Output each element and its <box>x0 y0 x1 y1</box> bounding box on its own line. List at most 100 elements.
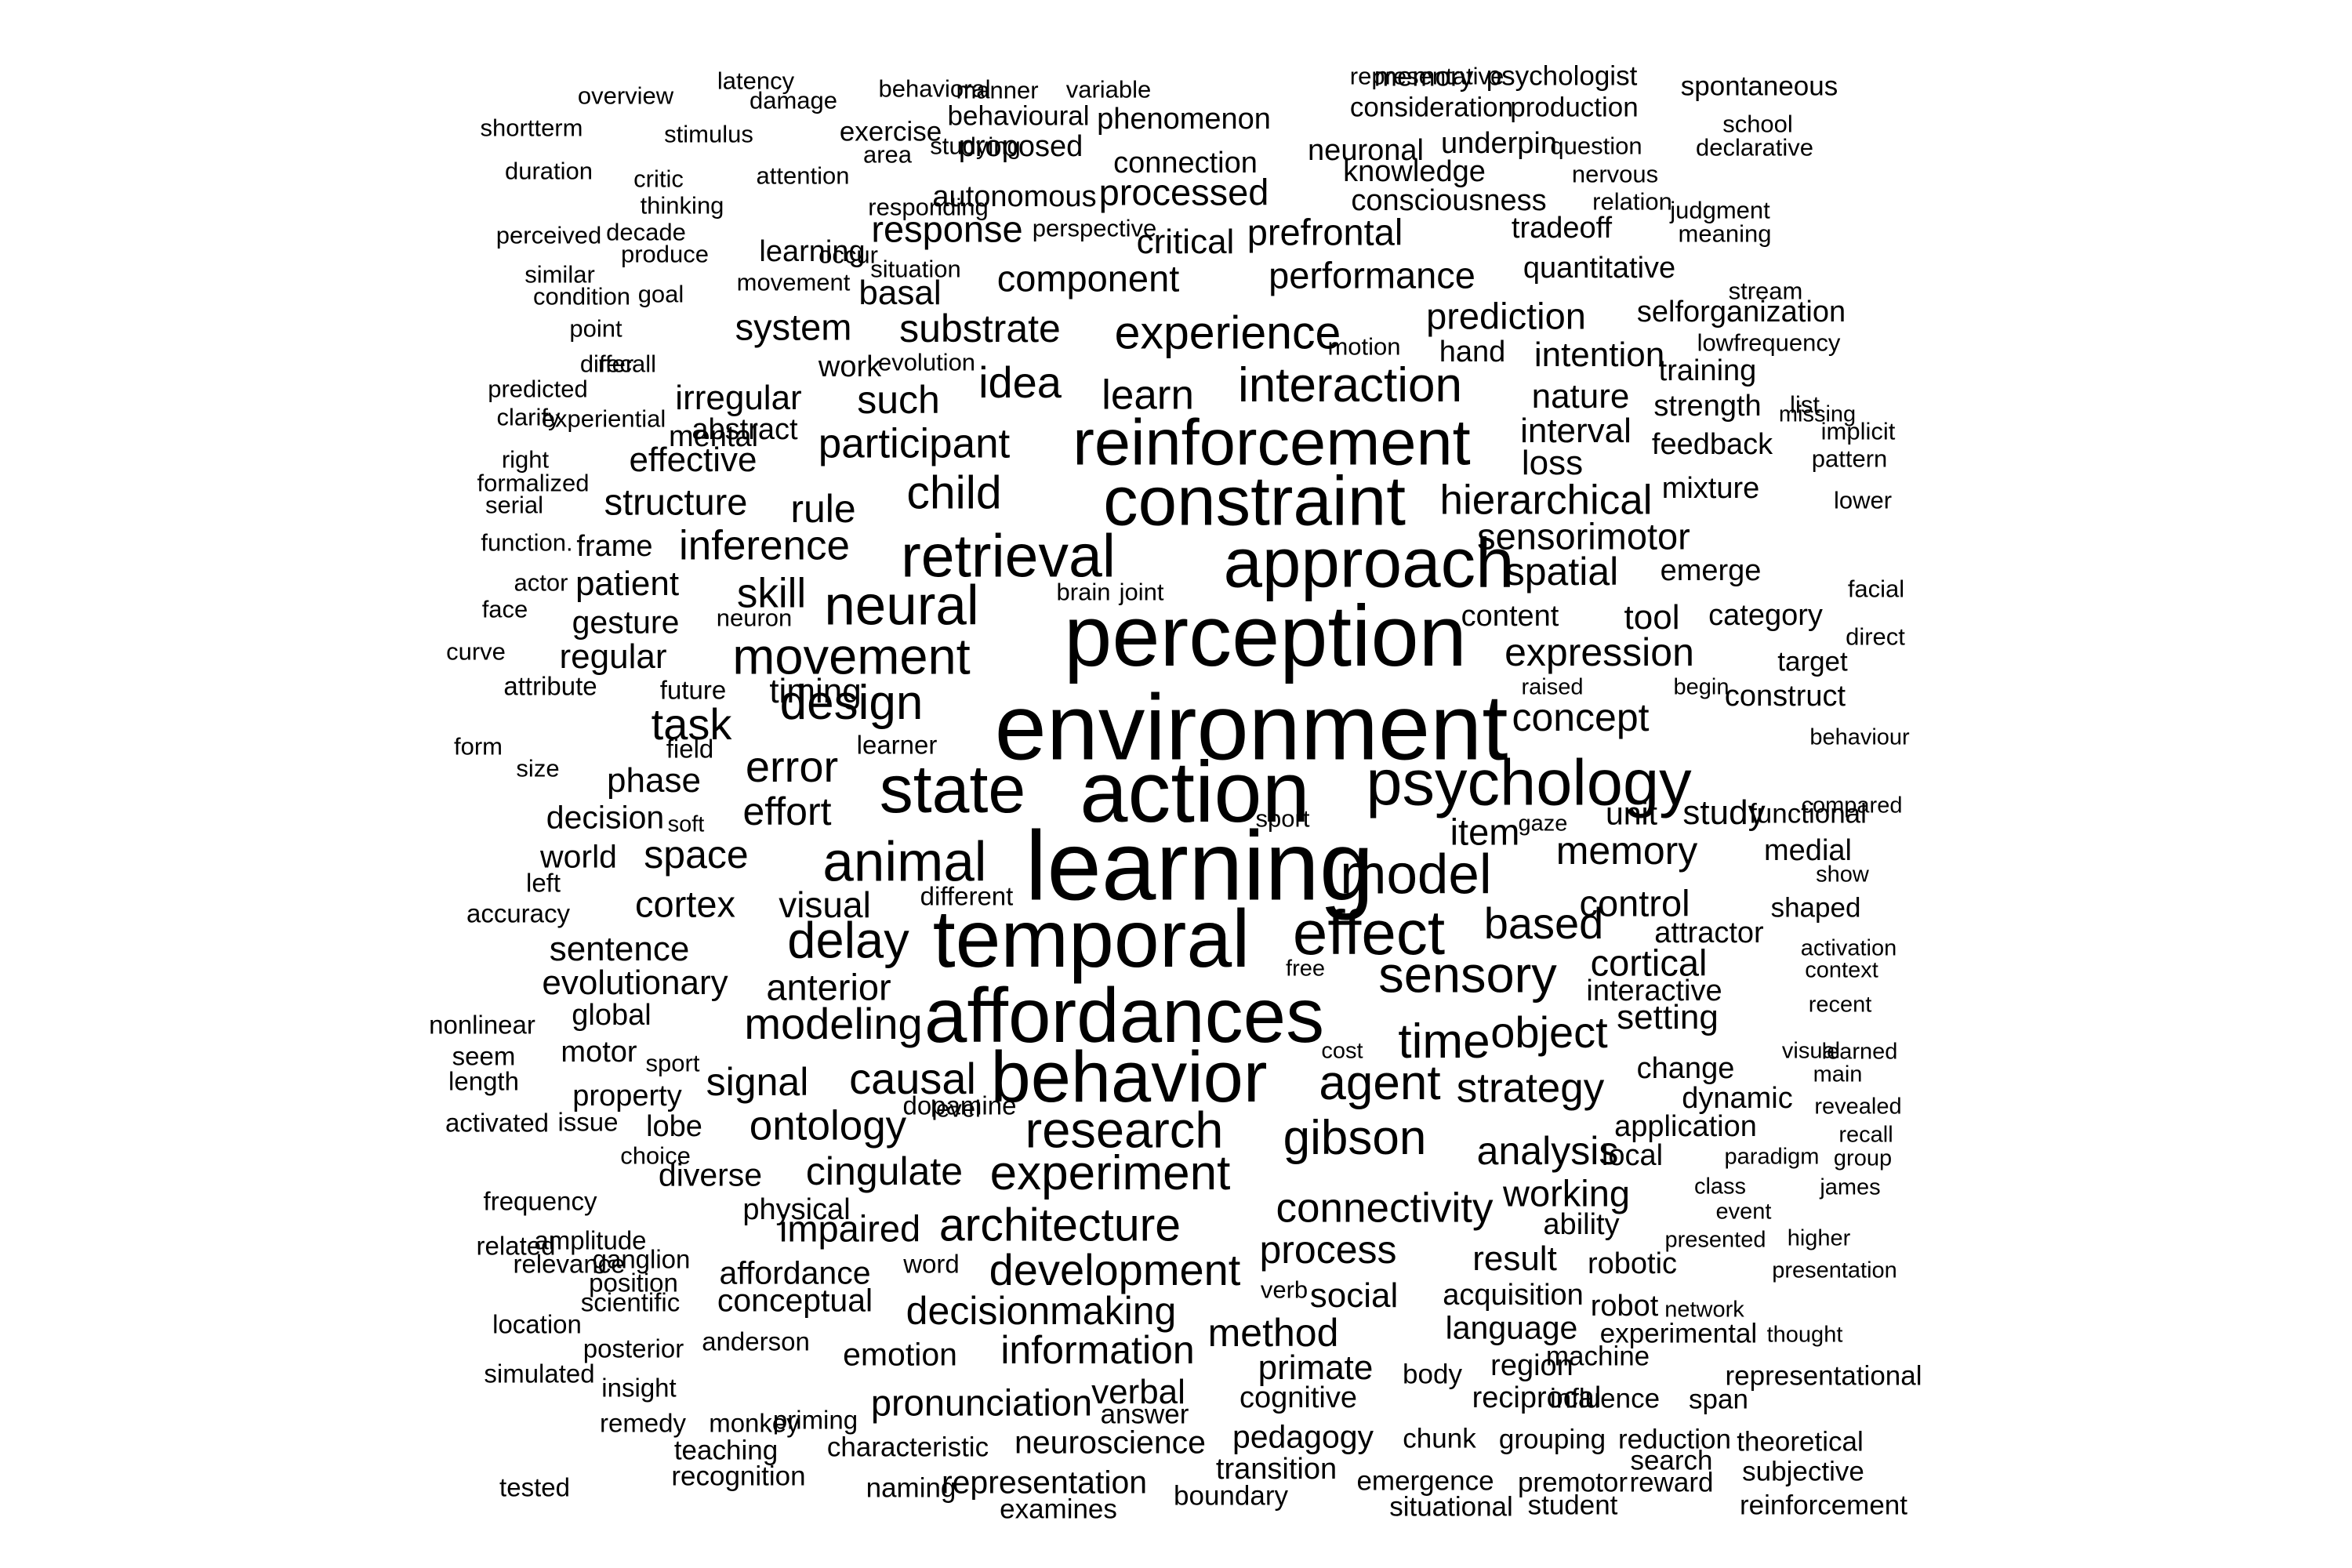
cloud-word: condition <box>532 282 631 310</box>
cloud-word: gibson <box>1283 1111 1427 1165</box>
cloud-word: naming <box>866 1472 956 1504</box>
cloud-word: cost <box>1321 1038 1363 1064</box>
cloud-word: chunk <box>1403 1423 1476 1454</box>
cloud-word: accuracy <box>466 898 571 928</box>
cloud-word: lobe <box>646 1110 702 1143</box>
cloud-word: experience <box>1114 307 1341 359</box>
cloud-word: transition <box>1215 1453 1338 1486</box>
cloud-word: cognitive <box>1240 1381 1357 1414</box>
cloud-word: space <box>644 833 749 877</box>
cloud-word: body <box>1403 1359 1462 1390</box>
cloud-word: verbal <box>1091 1373 1185 1411</box>
cloud-word: sensory <box>1378 946 1557 1004</box>
cloud-word: produce <box>620 240 710 268</box>
cloud-word: shaped <box>1770 892 1861 924</box>
cloud-word: situational <box>1389 1491 1513 1523</box>
cloud-word: abstract <box>691 413 798 446</box>
cloud-word: point <box>569 314 622 343</box>
cloud-word: james <box>1820 1174 1881 1200</box>
cloud-word: recall <box>1838 1122 1893 1148</box>
cloud-word: mixture <box>1661 472 1760 505</box>
cloud-word: acquisition <box>1443 1279 1584 1312</box>
cloud-word: nature <box>1531 377 1630 416</box>
cloud-word: learner <box>856 730 938 760</box>
cloud-word: component <box>996 257 1180 299</box>
cloud-word: quantitative <box>1523 252 1676 285</box>
cloud-word: robot <box>1590 1290 1659 1323</box>
cloud-word: relevance <box>513 1249 626 1279</box>
cloud-word: simulated <box>484 1359 595 1388</box>
cloud-word: interaction <box>1237 358 1463 412</box>
cloud-word: structure <box>604 481 748 523</box>
cloud-word: sport <box>645 1049 700 1077</box>
cloud-word: delay <box>787 911 909 969</box>
cloud-word: item <box>1450 811 1520 853</box>
cloud-word: behaviour <box>1809 724 1910 750</box>
cloud-word: scientific <box>580 1287 681 1317</box>
cloud-word: research <box>1025 1101 1224 1159</box>
cloud-word: decade <box>606 218 686 246</box>
cloud-word: size <box>516 754 560 782</box>
cloud-word: activated <box>445 1108 550 1138</box>
cloud-word: insight <box>601 1373 677 1403</box>
cloud-word: inference <box>678 522 851 569</box>
cloud-word: characteristic <box>826 1432 989 1463</box>
cloud-word: compared <box>1801 793 1903 818</box>
cloud-word: memory <box>1374 61 1474 93</box>
cloud-word: anderson <box>702 1327 810 1356</box>
cloud-word: behavior <box>990 1037 1268 1117</box>
cloud-word: time <box>1398 1014 1490 1069</box>
cloud-word: meaning <box>1678 220 1772 248</box>
cloud-word: thought <box>1766 1322 1843 1348</box>
cloud-word: subjective <box>1742 1456 1864 1487</box>
cloud-word: brain <box>1056 578 1111 606</box>
cloud-word: agent <box>1319 1056 1441 1110</box>
cloud-word: main <box>1813 1062 1863 1087</box>
cloud-word: occur <box>818 241 878 269</box>
cloud-word: consciousness <box>1351 184 1547 217</box>
cloud-word: soft <box>667 811 705 837</box>
cloud-word: behavioural <box>947 100 1090 132</box>
cloud-word: left <box>525 868 561 898</box>
cloud-word: declarative <box>1696 133 1813 162</box>
cloud-word: future <box>659 675 727 705</box>
cloud-word: verb <box>1260 1276 1308 1304</box>
cloud-word: dopamine <box>902 1091 1017 1120</box>
cloud-word: emotion <box>843 1336 957 1373</box>
cloud-word: strategy <box>1456 1065 1605 1112</box>
cloud-word: cingulate <box>805 1149 964 1193</box>
cloud-word: proposed <box>958 130 1083 163</box>
cloud-word: rule <box>790 487 856 531</box>
cloud-word: production <box>1510 92 1639 123</box>
cloud-word: attention <box>756 162 850 190</box>
cloud-word: timing <box>769 672 862 710</box>
cloud-word: region <box>1490 1349 1573 1382</box>
cloud-word: behavioral <box>878 74 991 103</box>
cloud-word: seem <box>452 1041 516 1071</box>
cloud-word: question <box>1550 132 1642 160</box>
cloud-word: setting <box>1617 998 1719 1036</box>
cloud-word: application <box>1614 1110 1757 1143</box>
cloud-word: language <box>1445 1309 1578 1346</box>
cloud-word: phase <box>607 761 701 800</box>
cloud-word: interval <box>1520 412 1632 450</box>
cloud-word: concept <box>1512 695 1650 739</box>
cloud-word: intention <box>1534 336 1665 374</box>
cloud-word: target <box>1777 646 1848 677</box>
cloud-word: relation <box>1592 187 1672 216</box>
cloud-word: face <box>481 595 528 623</box>
cloud-word: learning <box>759 235 866 268</box>
cloud-word: representative <box>1349 62 1504 90</box>
cloud-word: reinforcement <box>1073 405 1471 479</box>
cloud-word: knowledge <box>1343 155 1486 188</box>
cloud-word: analysis <box>1476 1129 1619 1173</box>
cloud-word: performance <box>1269 254 1475 296</box>
cloud-word: location <box>492 1309 582 1339</box>
cloud-word: skill <box>736 570 807 617</box>
cloud-word: tool <box>1624 598 1680 637</box>
cloud-word: learn <box>1102 372 1194 419</box>
cloud-word: representational <box>1725 1360 1922 1392</box>
cloud-word: training <box>1658 354 1757 387</box>
cloud-word: field <box>666 734 714 764</box>
cloud-word: joint <box>1119 578 1164 606</box>
